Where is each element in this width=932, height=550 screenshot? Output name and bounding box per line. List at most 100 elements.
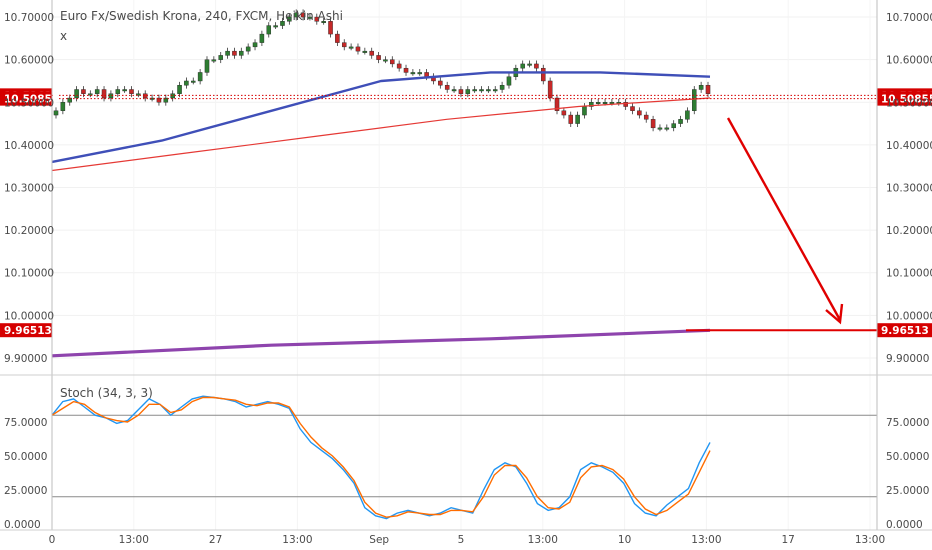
candle: [321, 21, 326, 24]
left-tick-label: 10.50000: [4, 97, 54, 109]
candle: [403, 67, 409, 73]
candle: [287, 16, 292, 22]
right-tick-label: 9.90000: [886, 353, 929, 365]
candle: [348, 46, 354, 49]
candle: [218, 55, 223, 60]
candle: [300, 12, 306, 18]
left-tick-label: 10.70000: [4, 12, 54, 24]
candle: [101, 89, 107, 99]
candle: [465, 89, 471, 94]
ma-red-line: [51, 97, 711, 172]
candle: [136, 93, 141, 96]
candle: [273, 25, 278, 28]
time-axis[interactable]: 0 13:00 27 13:00 Sep 5 13:00 10 13:00 17 13:00: [49, 534, 885, 546]
candle: [561, 110, 567, 116]
candle: [692, 89, 697, 111]
candle: [94, 89, 100, 94]
candle: [197, 72, 203, 82]
stoch-left-tick-label: 75.0000: [4, 417, 47, 429]
moving-averages-layer: [51, 71, 711, 358]
time-tick-label: 10: [618, 534, 631, 546]
ma-purple-line: [51, 328, 711, 358]
right-tick-label: 10.50000: [886, 97, 932, 109]
candle: [705, 85, 711, 94]
candle: [390, 59, 395, 65]
left-tick-label: 10.60000: [4, 55, 54, 67]
left-price-label: 10.50855: [4, 94, 59, 106]
time-tick-label: 13:00: [528, 534, 558, 546]
candle: [623, 102, 628, 107]
stoch-left-tick-label: 0.0000: [4, 519, 41, 531]
candle: [142, 93, 148, 99]
close-indicator-icon[interactable]: x: [60, 29, 67, 43]
left-tick-label: 10.40000: [4, 140, 54, 152]
candle: [472, 89, 477, 92]
candles-layer: [53, 9, 711, 132]
candle: [225, 50, 230, 56]
candle: [444, 85, 450, 90]
candle: [362, 50, 368, 53]
left-tick-label: 9.90000: [4, 353, 47, 365]
candle: [417, 72, 423, 75]
stoch-right-tick-label: 75.0000: [886, 417, 929, 429]
candle: [383, 59, 388, 62]
stoch-d-line: [51, 396, 711, 518]
candle: [204, 59, 210, 73]
time-tick-label: Sep: [369, 534, 389, 546]
candle: [678, 119, 683, 124]
time-tick-label: 13:00: [282, 534, 312, 546]
candle: [671, 123, 676, 129]
candle: [541, 67, 546, 82]
candle: [108, 93, 114, 99]
candle: [630, 106, 635, 111]
candle: [547, 80, 553, 99]
right-tick-label: 10.20000: [886, 225, 932, 237]
candle: [438, 80, 443, 86]
left-price-label-box: [0, 91, 52, 106]
stoch-right-tick-label: 50.0000: [886, 451, 929, 463]
ma-blue-line: [51, 71, 711, 164]
candle: [170, 93, 175, 99]
candle: [232, 50, 237, 56]
candle: [122, 89, 127, 92]
right-tick-label: 10.60000: [886, 55, 932, 67]
stoch-right-tick-label: 25.0000: [886, 485, 929, 497]
candle: [67, 97, 72, 103]
candle: [252, 42, 258, 48]
candle: [328, 21, 333, 35]
left-tick-label: 10.00000: [4, 310, 54, 322]
candle: [410, 72, 416, 75]
candle: [664, 127, 670, 130]
candle: [74, 89, 79, 99]
candle: [376, 55, 381, 60]
annotations-layer: 10.5162310.5162310.5085510.508559.965139…: [0, 88, 932, 338]
stoch-right-tick-label: 0.0000: [886, 519, 923, 531]
right-tick-label: 10.40000: [886, 140, 932, 152]
candle: [53, 110, 59, 116]
left-price-axis[interactable]: 10.70000 10.60000 10.50000 10.40000 10.30000…: [4, 12, 54, 531]
candle: [609, 102, 615, 104]
right-price-label-box: [877, 323, 932, 338]
down-arrow-shaft: [726, 117, 842, 321]
left-price-label-box: [0, 323, 52, 338]
right-price-label-box: [877, 91, 932, 106]
candle: [369, 50, 374, 56]
time-tick-label: 17: [782, 534, 795, 546]
candle: [355, 46, 361, 52]
candle: [163, 97, 169, 103]
candle: [527, 63, 532, 66]
candle: [698, 85, 704, 90]
candle: [499, 85, 505, 90]
right-price-axis[interactable]: 10.70000 10.60000 10.50000 10.40000 10.30000…: [886, 12, 932, 531]
candle: [211, 59, 217, 62]
left-tick-label: 10.20000: [4, 225, 54, 237]
stoch-left-tick-label: 50.0000: [4, 451, 47, 463]
candle: [506, 76, 512, 86]
time-tick-label: 5: [458, 534, 465, 546]
candle: [129, 89, 134, 94]
time-tick-label: 13:00: [855, 534, 885, 546]
candle: [115, 89, 121, 94]
down-arrow-head-icon: [825, 303, 844, 325]
